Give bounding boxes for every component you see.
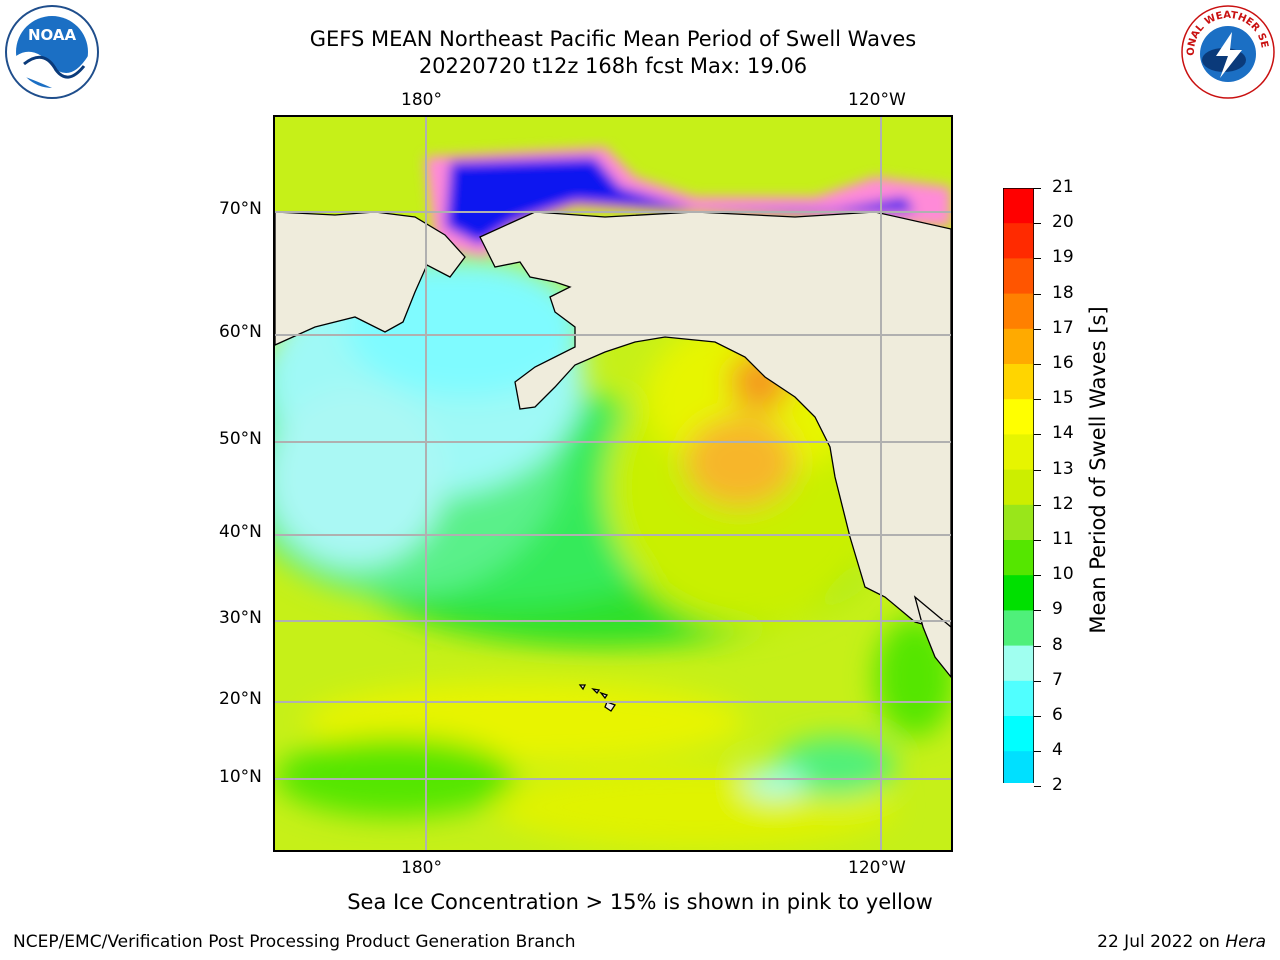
top-lon-label-120w: 120°W [848,90,906,110]
bottom-lon-label-180: 180° [401,858,442,878]
colorbar-tick-label: 19 [1052,247,1074,268]
lat-label-40n: 40°N [219,522,262,542]
colorbar-tick-label: 21 [1052,177,1074,197]
colorbar-tick-mark [1034,786,1041,788]
lat-label-30n: 30°N [219,608,262,628]
colorbar-tick-label: 2 [1052,775,1063,796]
nws-logo: NATIONAL WEATHER SERVICE [1176,0,1276,100]
lat-label-20n: 20°N [219,689,262,709]
colorbar-segment [1003,258,1034,295]
land-area [275,211,951,712]
colorbar-tick-label: 6 [1052,705,1063,725]
map-panel [273,115,953,852]
colorbar-segment [1003,540,1034,576]
colorbar-tick-label: 17 [1052,317,1074,338]
colorbar-tick-label: 7 [1052,669,1063,690]
colorbar-tick-mark [1034,575,1041,577]
colorbar-tick-mark [1034,258,1041,260]
lat-label-50n: 50°N [219,429,262,449]
colorbar-tick-label: 4 [1052,740,1063,761]
colorbar-tick-mark [1034,223,1041,225]
colorbar-tick-label: 11 [1052,529,1074,549]
sea-ice-note: Sea Ice Concentration > 15% is shown in … [347,890,933,914]
colorbar-segment [1003,575,1034,611]
credit-date-text: 22 Jul 2022 on [1097,932,1226,952]
colorbar-tick-label: 15 [1052,388,1074,409]
colorbar-tick-mark [1034,399,1041,401]
colorbar-tick-mark [1034,293,1041,295]
colorbar-segment [1003,504,1034,541]
colorbar-tick-mark [1034,328,1041,330]
colorbar-segment [1003,610,1034,647]
colorbar-tick-label: 9 [1052,599,1063,620]
colorbar-tick-mark [1034,434,1041,436]
colorbar-tick-label: 16 [1052,353,1074,373]
bottom-lon-label-120w: 120°W [848,858,906,878]
top-lon-label-180: 180° [401,90,442,110]
colorbar-segment [1003,188,1034,224]
colorbar-segment [1003,434,1034,471]
graticule [275,117,951,850]
lat-label-70n: 70°N [219,199,262,219]
colorbar-tick-label: 20 [1052,212,1074,233]
colorbar-tick-label: 12 [1052,493,1074,514]
noaa-logo: NOAA [4,4,100,100]
svg-text:NOAA: NOAA [28,26,77,44]
colorbar-tick-mark [1034,188,1041,189]
colorbar-tick-label: 10 [1052,564,1074,585]
colorbar-tick-mark [1034,645,1041,647]
colorbar-tick-mark [1034,364,1041,365]
colorbar-tick-mark [1034,469,1041,471]
colorbar-segment [1003,399,1034,435]
colorbar-tick-mark [1034,540,1041,541]
colorbar-segment [1003,223,1034,259]
lat-label-10n: 10°N [219,767,262,787]
credit-machine: Hera [1225,932,1266,952]
colorbar [1002,187,1035,815]
colorbar-tick-mark [1034,504,1041,506]
credit-organization: NCEP/EMC/Verification Post Processing Pr… [13,932,576,952]
lat-label-60n: 60°N [219,322,262,342]
colorbar-tick-label: 13 [1052,458,1074,479]
colorbar-segment [1003,469,1034,506]
colorbar-tick-label: 8 [1052,634,1063,655]
colorbar-segment [1003,751,1034,787]
colorbar-segment [1003,364,1034,400]
map-canvas [275,117,951,850]
chart-subtitle: 20220720 t12z 168h fcst Max: 19.06 [418,54,808,78]
credit-date: 22 Jul 2022 on Hera [1097,932,1266,952]
colorbar-tick-label: 14 [1052,423,1074,444]
colorbar-segment [1003,680,1034,717]
colorbar-title: Mean Period of Swell Waves [s] [1086,306,1110,634]
colorbar-tick-mark [1034,751,1041,753]
colorbar-tick-mark [1034,716,1041,717]
chart-title: GEFS MEAN Northeast Pacific Mean Period … [309,27,917,51]
colorbar-segment [1003,328,1034,365]
colorbar-tick-label: 18 [1052,282,1074,303]
colorbar-tick-mark [1034,680,1041,682]
colorbar-segment [1003,645,1034,682]
colorbar-segment [1003,293,1034,330]
colorbar-tick-mark [1034,610,1041,612]
colorbar-segment [1003,716,1034,752]
